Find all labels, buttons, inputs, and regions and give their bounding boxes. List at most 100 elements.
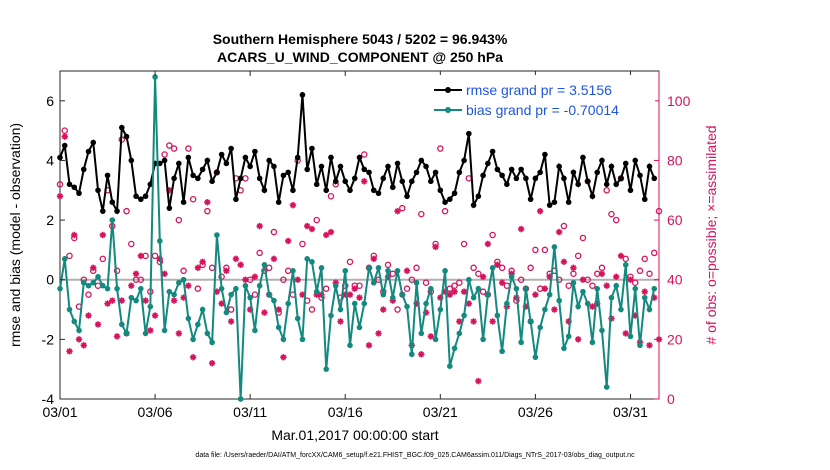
rmse-point	[233, 196, 239, 203]
bias-point	[641, 294, 648, 301]
obs-assimilated-stroke	[432, 244, 439, 250]
rmse-point	[394, 160, 401, 167]
obs-assimilated-stroke	[613, 273, 620, 280]
obs-assimilated-stroke	[580, 276, 586, 283]
obs-assimilated-point	[294, 276, 301, 283]
obs-assimilated-stroke	[428, 333, 434, 340]
obs-assimilated-stroke	[85, 312, 92, 319]
obs-assimilated-point	[427, 333, 435, 340]
obs-assimilated-point	[204, 199, 211, 206]
obs-possible-point	[61, 127, 69, 134]
bias-point	[375, 265, 382, 271]
series-layer	[57, 74, 658, 402]
y-left-tick-label: 4	[46, 152, 54, 168]
obs-assimilated-stroke	[347, 291, 353, 298]
legend-rmse-label: rmse grand pr = 3.5156	[466, 82, 612, 98]
obs-assimilated-stroke	[261, 309, 268, 316]
rmse-point	[399, 178, 406, 185]
obs-possible-point	[460, 240, 468, 248]
obs-assimilated-stroke	[618, 253, 624, 259]
obs-assimilated-point	[560, 258, 568, 266]
obs-possible-point	[479, 288, 487, 295]
bias-point	[351, 300, 358, 307]
obs-possible-point	[166, 142, 173, 149]
obs-possible-point	[270, 228, 278, 236]
bias-point	[223, 309, 230, 316]
bias-point	[304, 256, 311, 262]
bias-point	[646, 306, 653, 313]
obs-assimilated-stroke	[337, 318, 344, 325]
obs-assimilated-point	[627, 276, 634, 283]
rmse-point	[95, 187, 101, 194]
bias-point	[651, 285, 658, 292]
obs-possible-point	[403, 285, 411, 292]
obs-possible-point	[570, 270, 577, 278]
obs-possible-point	[394, 306, 401, 313]
bias-point	[494, 312, 501, 319]
rmse-point	[523, 175, 529, 182]
bias-point	[613, 282, 620, 289]
obs-assimilated-stroke	[95, 321, 101, 328]
obs-assimilated-point	[456, 318, 463, 325]
obs-possible-point	[194, 285, 202, 292]
bias-point	[356, 324, 363, 331]
rmse-point	[285, 169, 291, 176]
obs-possible-point	[612, 216, 620, 224]
obs-assimilated-point	[256, 222, 263, 230]
obs-assimilated-stroke	[447, 291, 453, 298]
obs-possible-point	[413, 264, 420, 272]
obs-assimilated-stroke	[275, 306, 282, 313]
rmse-point	[114, 208, 120, 214]
rmse-point	[328, 154, 334, 161]
rmse-point	[651, 175, 658, 182]
rmse-point	[280, 172, 287, 179]
rmse-point	[161, 157, 168, 164]
obs-assimilated-point	[380, 306, 387, 313]
bias-point	[228, 291, 234, 298]
obs-assimilated-stroke	[57, 193, 63, 200]
obs-possible-point	[441, 207, 449, 215]
bias-point	[380, 291, 387, 298]
obs-assimilated-point	[304, 222, 311, 230]
rmse-point	[551, 199, 558, 205]
obs-possible-point	[185, 145, 192, 152]
chart-title-line2: ACARS_U_WIND_COMPONENT @ 250 hPa	[217, 49, 503, 65]
obs-assimilated-stroke	[90, 264, 97, 271]
rmse-point	[176, 160, 182, 167]
bias-point	[603, 384, 610, 390]
legend-box	[432, 75, 655, 117]
bias-point	[328, 312, 334, 319]
obs-assimilated-point	[194, 264, 202, 271]
obs-assimilated-point	[94, 321, 102, 328]
y-left-tick-label: 2	[46, 212, 54, 228]
data-file-footnote: data file: /Users/raeder/DAI/ATM_forcXX/…	[195, 452, 635, 459]
obs-possible-point	[422, 279, 430, 286]
bias-point	[99, 282, 106, 289]
obs-possible-point	[418, 210, 425, 218]
bias-point	[632, 285, 639, 292]
bias-point	[71, 318, 78, 325]
rmse-point	[608, 163, 615, 170]
bias-point	[337, 306, 344, 313]
obs-assimilated-point	[118, 297, 126, 304]
obs-assimilated-stroke	[556, 229, 562, 235]
bias-point	[176, 279, 182, 286]
obs-possible-point	[180, 267, 187, 275]
rmse-point	[66, 181, 73, 188]
obs-assimilated-point	[541, 285, 549, 292]
obs-assimilated-stroke	[294, 276, 301, 283]
rmse-point	[128, 157, 135, 164]
bias-point	[161, 327, 168, 334]
rmse-point	[575, 181, 581, 188]
obs-assimilated-point	[498, 279, 506, 286]
rmse-point	[138, 196, 144, 203]
bias-point	[123, 330, 130, 337]
bias-point	[584, 300, 591, 307]
y-right-tick-label: 40	[667, 272, 683, 288]
rmse-point	[266, 157, 272, 164]
rmse-point	[380, 175, 387, 182]
obs-assimilated-stroke	[218, 300, 225, 307]
bias-point	[247, 294, 253, 301]
obs-assimilated-point	[280, 354, 287, 361]
rmse-point	[513, 175, 520, 182]
